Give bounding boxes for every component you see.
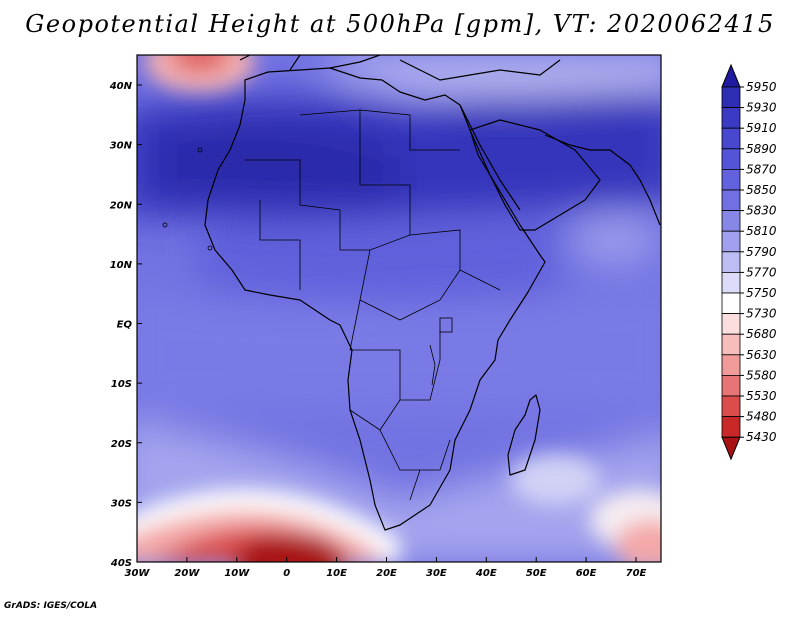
colorbar-segment (721, 86, 741, 109)
field-pale-arabian (570, 215, 660, 265)
lon-axis: 30W 20W 10W 0 10E 20E 30E 40E 50E 60E 70E (125, 557, 647, 579)
lat-tick-label: 40N (109, 81, 133, 92)
colorbar-label: 5430 (746, 430, 777, 444)
colorbar-segment (721, 189, 741, 212)
field-madagascar-pale (510, 455, 600, 505)
lat-tick-label: 10N (110, 260, 133, 271)
madagascar-coastline (507, 394, 541, 476)
lon-tick-label: 70E (626, 568, 647, 579)
lon-tick-label: 0 (283, 568, 290, 579)
lon-tick-label: 20W (174, 568, 200, 579)
lon-tick-label: 20E (376, 568, 397, 579)
colorbar-label: 5830 (746, 204, 777, 218)
chart-title: Geopotential Height at 500hPa [gpm], VT:… (25, 10, 775, 38)
colorbar-label: 5630 (746, 348, 777, 362)
colorbar-bottom-arrow (721, 436, 741, 461)
lat-tick-label: 20N (110, 200, 133, 211)
lat-tick-label: EQ (117, 320, 133, 331)
colorbar-label: 5580 (746, 368, 777, 382)
field-se-pink (615, 520, 661, 562)
lon-tick-label: 30E (426, 568, 447, 579)
lon-tick-label: 10W (224, 568, 250, 579)
colorbar-segment (721, 395, 741, 418)
colorbar-label: 5790 (746, 245, 777, 259)
red-sea-coastline (459, 104, 521, 211)
africa-coastline (204, 67, 546, 531)
colorbar-segment (721, 127, 741, 150)
coastlines (204, 55, 661, 531)
colorbar-label: 5680 (746, 327, 777, 341)
india-coastline (609, 149, 661, 226)
lon-tick-label: 60E (576, 568, 597, 579)
colorbar-label: 5480 (746, 410, 777, 424)
country-borders (245, 109, 501, 501)
lon-tick-label: 40E (475, 568, 497, 579)
colorbar-top-arrow (721, 63, 741, 88)
colorbar-label: 5810 (746, 224, 777, 238)
arabia-coastline (469, 119, 601, 231)
field-high-core (160, 123, 400, 202)
colorbar-segment (721, 168, 741, 191)
colorbar-segment (721, 148, 741, 170)
lon-tick-label: 10E (326, 568, 347, 579)
lat-tick-label: 30S (111, 498, 132, 509)
small-features (162, 147, 453, 386)
colorbar-label: 5930 (746, 101, 777, 115)
colorbar-label: 5870 (746, 162, 777, 176)
colorbar-label: 5950 (746, 80, 777, 94)
field-mid-blue (200, 215, 560, 304)
colorbar-segment (721, 354, 741, 376)
lat-axis: 40N 30N 20N 10N EQ 10S 20S 30S 40S (109, 81, 142, 569)
lat-tick-label: 30N (110, 141, 133, 152)
colorbar-label: 5730 (746, 307, 777, 321)
field-nw-trough-pink (145, 55, 255, 92)
colorbar-segment (721, 416, 741, 438)
colorbar-label: 5910 (746, 121, 777, 135)
lon-tick-label: 30W (125, 568, 151, 579)
colorbar-segment (721, 251, 741, 273)
field-south-darkred (235, 534, 345, 562)
colorbar-label: 5850 (746, 183, 777, 197)
colorbar-label: 5750 (746, 286, 777, 300)
colorbar-segment (721, 107, 741, 129)
colorbar-label: 5890 (746, 142, 777, 156)
lat-tick-label: 10S (111, 379, 132, 390)
field-north-pale (330, 55, 661, 97)
colorbar-segment (721, 292, 741, 315)
europe-coastline (239, 55, 561, 81)
colorbar-segment (721, 210, 741, 232)
colorbar-label: 5530 (746, 389, 777, 403)
grads-credit: GrADS: IGES/COLA (4, 601, 98, 611)
field-light-tropics (137, 282, 661, 419)
field-nw-trough-red (170, 55, 230, 73)
colorbar-segment (721, 271, 741, 294)
map-frame (136, 54, 662, 563)
map-plot-area (137, 55, 661, 562)
lat-tick-label: 40S (110, 558, 132, 569)
colorbar: 5950 5930 5910 5890 5870 5850 5830 5810 5790 5770… (721, 63, 777, 461)
colorbar-segment (721, 374, 741, 397)
colorbar-segment (721, 230, 741, 253)
colorbar-segment (721, 313, 741, 335)
colorbar-label: 5770 (746, 265, 777, 279)
lat-tick-label: 20S (111, 439, 132, 450)
iran-coastline (544, 134, 610, 151)
colorbar-segment (721, 333, 741, 356)
lon-tick-label: 50E (526, 568, 547, 579)
